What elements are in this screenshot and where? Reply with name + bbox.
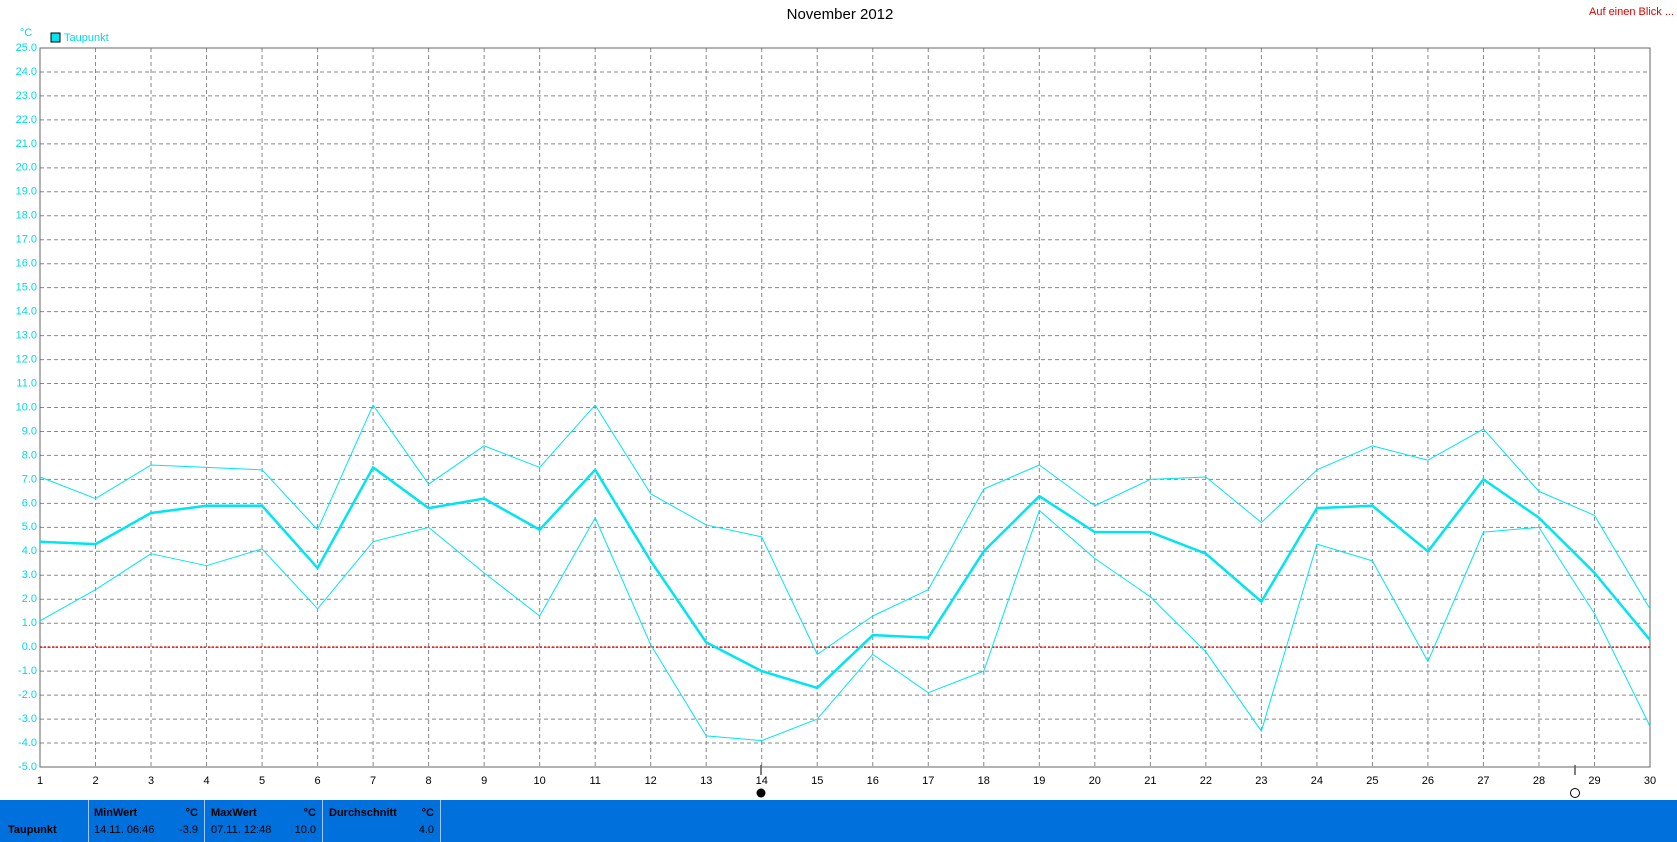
max-value: 10.0: [294, 824, 316, 836]
y-unit: °C: [20, 27, 32, 39]
y-tick-label: -2.0: [18, 689, 37, 701]
avg-value: 4.0: [418, 824, 434, 836]
x-tick-label: 8: [426, 775, 432, 787]
x-tick-label: 10: [534, 775, 546, 787]
y-tick-label: 0.0: [22, 641, 37, 653]
y-tick-label: -3.0: [18, 713, 37, 725]
y-tick-label: 6.0: [22, 497, 37, 509]
y-tick-label: -4.0: [18, 737, 37, 749]
y-tick-label: 23.0: [16, 90, 37, 102]
series-line: [39, 466, 1651, 690]
x-tick-label: 26: [1422, 775, 1434, 787]
x-tick-label: 29: [1588, 775, 1600, 787]
y-tick-label: 24.0: [16, 66, 37, 78]
x-tick-label: 25: [1366, 775, 1378, 787]
max-time: 07.11. 12:48: [211, 824, 272, 836]
y-tick-label: 14.0: [16, 306, 37, 318]
moon-icon: [1570, 788, 1580, 798]
y-tick-label: 4.0: [22, 545, 37, 557]
y-tick-label: 13.0: [16, 330, 37, 342]
y-tick-label: 20.0: [16, 162, 37, 174]
x-tick-label: 13: [700, 775, 712, 787]
x-tick-label: 17: [922, 775, 934, 787]
min-label: MinWert: [94, 807, 138, 819]
y-tick-label: 1.0: [22, 617, 37, 629]
chart-title: November 2012: [787, 6, 894, 23]
y-tick-label: 9.0: [22, 425, 37, 437]
x-tick-label: 2: [92, 775, 98, 787]
link[interactable]: Auf einen Blick ...: [1589, 6, 1674, 18]
y-tick-label: 16.0: [16, 258, 37, 270]
x-tick-label: 16: [867, 775, 879, 787]
y-tick-label: 7.0: [22, 473, 37, 485]
y-tick-label: 19.0: [16, 186, 37, 198]
y-tick-label: 3.0: [22, 569, 37, 581]
series-line: [39, 510, 1651, 742]
summary-bar: Taupunkt MinWert °C 14.11. 06:46 -3.9 Ma…: [0, 800, 1677, 842]
x-tick-label: 7: [370, 775, 376, 787]
x-tick-label: 19: [1033, 775, 1045, 787]
x-tick-label: 15: [811, 775, 823, 787]
min-value: -3.9: [179, 824, 198, 836]
x-tick-label: 12: [645, 775, 657, 787]
y-tick-label: 10.0: [16, 401, 37, 413]
y-tick-label: 17.0: [16, 234, 37, 246]
x-tick-label: 28: [1533, 775, 1545, 787]
avg-label: Durchschnitt: [329, 807, 397, 819]
max-label: MaxWert: [211, 807, 257, 819]
y-tick-label: 12.0: [16, 353, 37, 365]
summary-cell: MinWert °C 14.11. 06:46 -3.9: [88, 800, 205, 842]
moon-icons: [756, 765, 1580, 798]
summary-cell: Durchschnitt °C 4.0: [323, 800, 441, 842]
x-tick-label: 21: [1144, 775, 1156, 787]
moon-icon: [756, 788, 766, 798]
x-tick-label: 18: [978, 775, 990, 787]
y-tick-label: 18.0: [16, 210, 37, 222]
legend-label: Taupunkt: [64, 32, 109, 44]
legend-swatch: [50, 32, 61, 43]
x-tick-label: 20: [1089, 775, 1101, 787]
x-tick-label: 27: [1477, 775, 1489, 787]
chart: November 2012 Auf einen Blick ... °C Tau…: [16, 6, 1674, 798]
y-tick-label: -5.0: [18, 761, 37, 773]
x-tick-label: 3: [148, 775, 154, 787]
y-tick-label: 8.0: [22, 449, 37, 461]
x-tick-label: 5: [259, 775, 265, 787]
x-tick-label: 1: [37, 775, 43, 787]
min-time: 14.11. 06:46: [94, 824, 155, 836]
y-tick-label: 5.0: [22, 521, 37, 533]
y-tick-label: 15.0: [16, 282, 37, 294]
x-tick-label: 30: [1644, 775, 1656, 787]
y-tick-label: 2.0: [22, 593, 37, 605]
x-tick-label: 11: [589, 775, 600, 787]
max-unit: °C: [303, 807, 316, 819]
summary-cell: Taupunkt: [0, 800, 89, 842]
x-tick-label: 6: [315, 775, 321, 787]
series-line: [39, 404, 1651, 655]
min-unit: °C: [185, 807, 198, 819]
y-tick-label: 22.0: [16, 114, 37, 126]
avg-unit: °C: [421, 807, 434, 819]
plot-frame: [39, 47, 1651, 768]
x-tick-label: 23: [1255, 775, 1267, 787]
x-tick-label: 22: [1200, 775, 1212, 787]
summary-cell: MaxWert °C 07.11. 12:48 10.0: [205, 800, 323, 842]
y-tick-label: -1.0: [18, 665, 37, 677]
y-tick-label: 11.0: [16, 377, 37, 389]
x-tick-label: 9: [481, 775, 487, 787]
y-tick-label: 21.0: [16, 138, 37, 150]
y-tick-label: 25.0: [16, 42, 37, 54]
x-tick-label: 14: [756, 775, 768, 787]
x-tick-label: 24: [1311, 775, 1323, 787]
x-tick-label: 4: [203, 775, 209, 787]
row-label: Taupunkt: [8, 824, 57, 836]
